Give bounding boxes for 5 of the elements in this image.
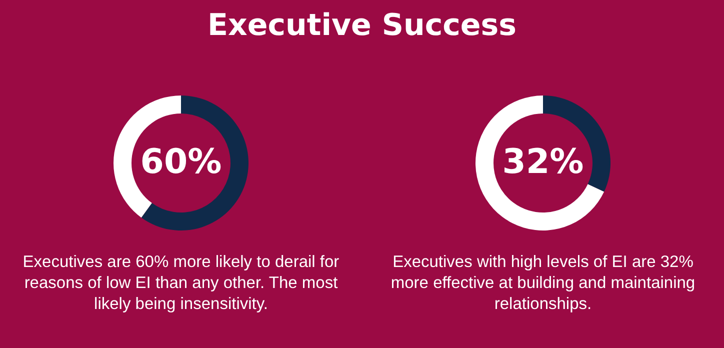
text: Executives are 60% more likely to derail for reasons of low EI than any other. The most likely being insensitivity. [22, 252, 340, 315]
text: Executives with high levels of EI are 32% more effective at building and maintaining relationships. [390, 252, 696, 315]
text: 60% [139, 142, 223, 182]
text: Executive Success [206, 8, 518, 43]
text: 32% [501, 142, 585, 182]
